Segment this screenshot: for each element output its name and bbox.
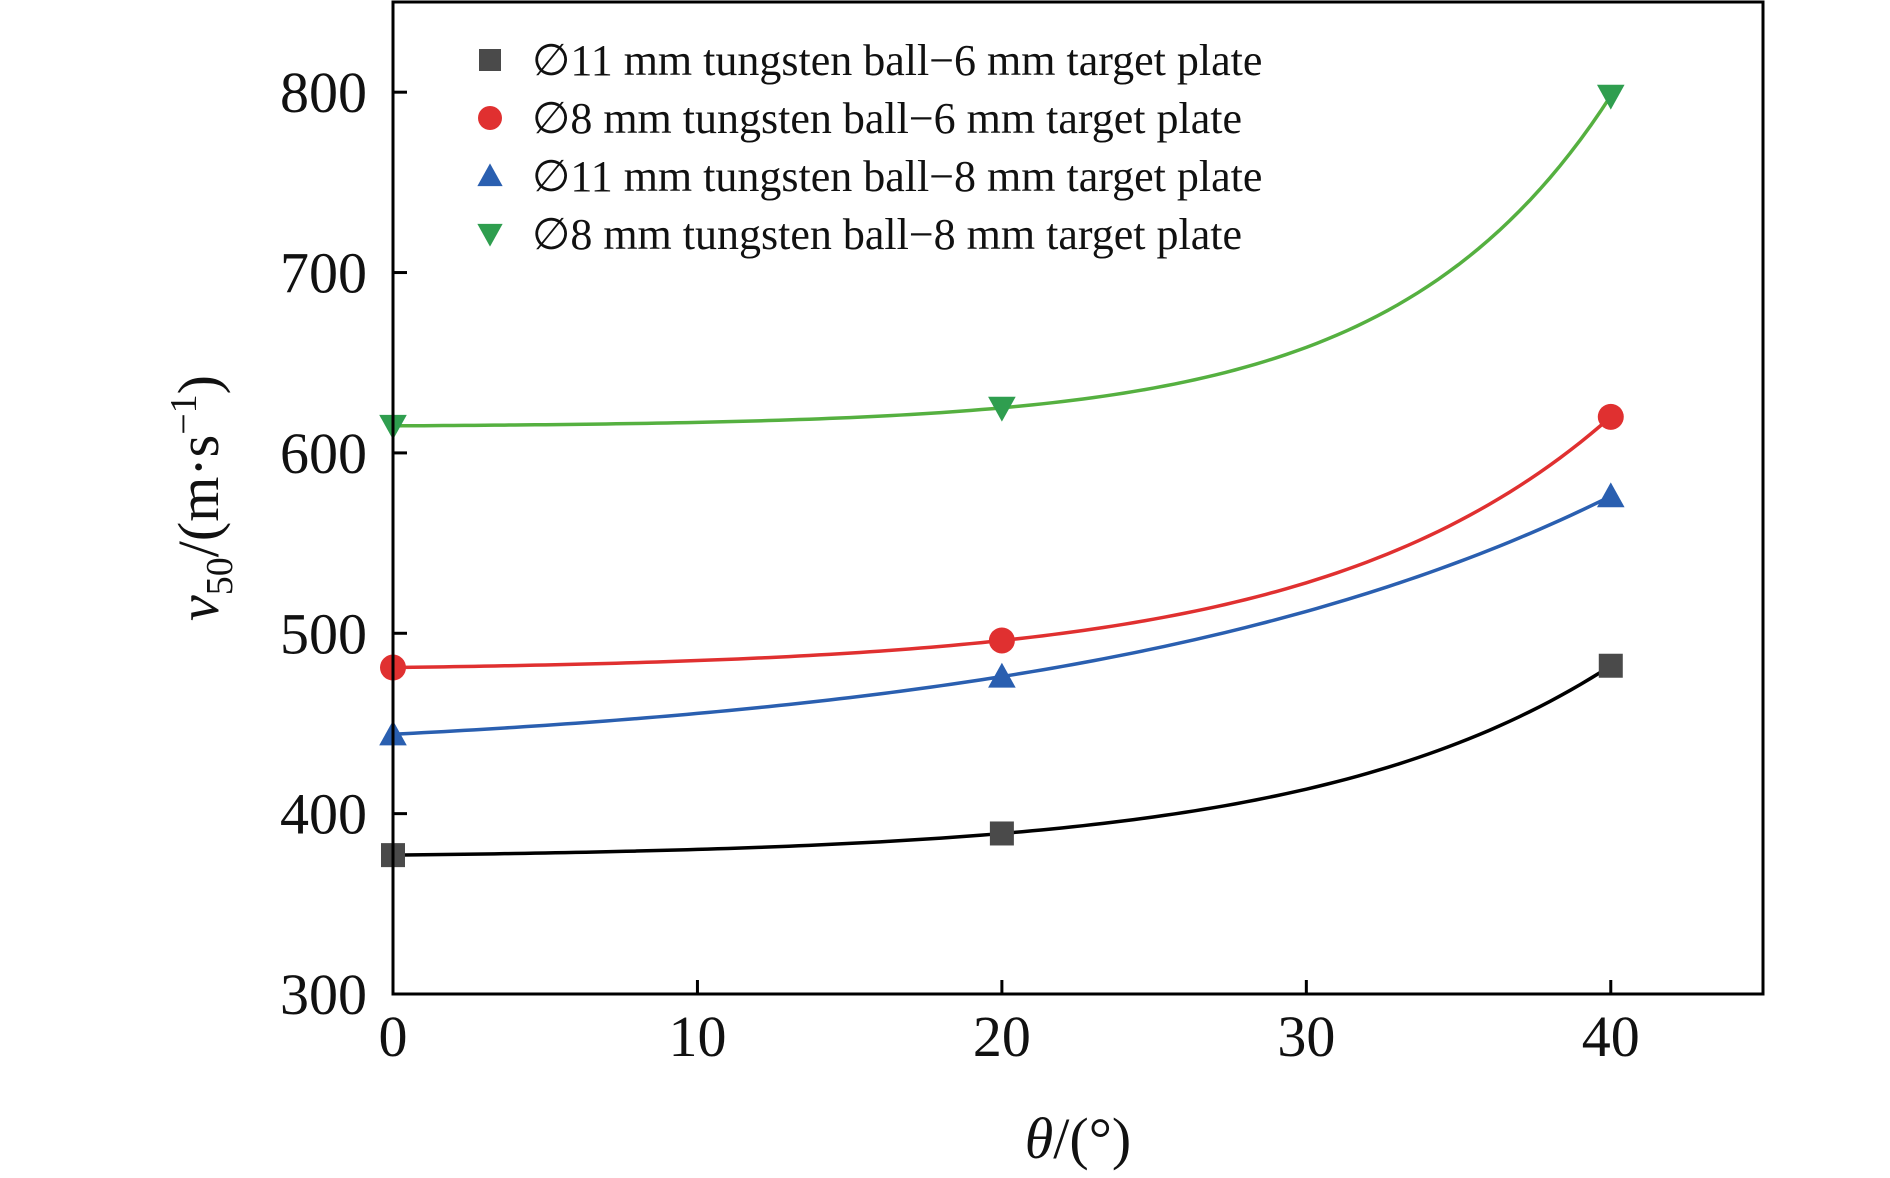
series-3-point — [1596, 482, 1625, 508]
axis-ticks: 0 10 20 30 40 300 400 500 600 700 800 — [280, 60, 1640, 1069]
y-tick-label: 300 — [280, 962, 367, 1027]
legend: ∅11 mm tungsten ball−6 mm target plate ∅8… — [477, 36, 1262, 259]
legend-marker-4 — [477, 223, 503, 247]
legend-label-2: ∅8 mm tungsten ball−6 mm target plate — [532, 94, 1242, 143]
y-tick-label: 500 — [280, 601, 367, 666]
x-tick-label: 40 — [1582, 1004, 1640, 1069]
legend-label-1: ∅11 mm tungsten ball−6 mm target plate — [532, 36, 1262, 85]
y-axis-symbol: v — [166, 595, 231, 621]
y-axis-superscript: −1 — [163, 394, 205, 434]
series-1-point — [989, 821, 1014, 846]
series-3-line — [392, 494, 1612, 737]
plot-frame — [391, 0, 1765, 996]
series-2-point — [1597, 403, 1624, 430]
x-tick-label: 20 — [973, 1004, 1031, 1069]
legend-marker-3 — [477, 163, 503, 187]
x-tick-label: 10 — [668, 1004, 726, 1069]
y-axis-close: ) — [166, 375, 231, 394]
y-axis-label: v50/(m·s−1) — [163, 375, 241, 621]
series-4-point — [1596, 84, 1625, 110]
x-axis-symbol: θ — [1025, 1106, 1054, 1171]
x-axis-label: θ/(°) — [1025, 1106, 1131, 1171]
y-axis-unit: /(m·s — [166, 435, 231, 557]
series-2-point — [988, 627, 1015, 654]
legend-label-3: ∅11 mm tungsten ball−8 mm target plate — [532, 152, 1262, 201]
series-3-point — [988, 662, 1016, 688]
series-4-point — [988, 396, 1016, 422]
x-axis-unit: /(°) — [1053, 1106, 1131, 1171]
series-1-point — [1598, 653, 1623, 678]
y-tick-label: 700 — [280, 241, 367, 306]
y-tick-label: 800 — [280, 60, 367, 125]
y-tick-label: 600 — [280, 421, 367, 486]
x-tick-label: 0 — [379, 1004, 408, 1069]
legend-label-4: ∅8 mm tungsten ball−8 mm target plate — [532, 210, 1242, 259]
y-tick-label: 400 — [280, 782, 367, 847]
y-axis-subscript: 50 — [199, 557, 241, 595]
x-tick-label: 30 — [1277, 1004, 1335, 1069]
series-4-line — [392, 94, 1613, 428]
legend-marker-1 — [479, 49, 501, 71]
legend-marker-2 — [478, 106, 502, 130]
